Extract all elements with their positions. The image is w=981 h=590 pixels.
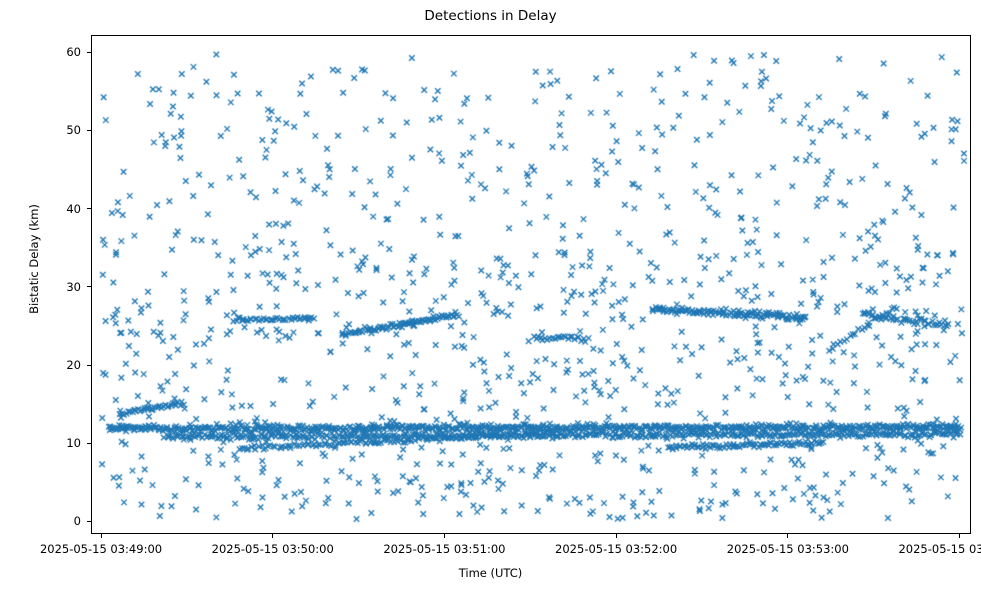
x-tick-label: 2025-05-15 03:54:00 <box>898 542 981 556</box>
y-tick-label: 30 <box>66 279 81 294</box>
x-tick-mark <box>959 534 961 538</box>
x-tick-label: 2025-05-15 03:51:00 <box>383 542 506 556</box>
scatter-series-detections <box>92 36 970 533</box>
x-tick-label: 2025-05-15 03:52:00 <box>555 542 678 556</box>
x-tick-mark <box>443 534 446 538</box>
y-tick-label: 0 <box>73 514 81 529</box>
x-tick-label: 2025-05-15 03:49:00 <box>39 542 163 556</box>
y-tick-label: 10 <box>66 436 81 451</box>
plot-area <box>91 35 971 534</box>
x-tick-mark <box>100 534 102 538</box>
chart-title: Detections in Delay <box>424 8 557 24</box>
x-tick-label: 2025-05-15 03:50:00 <box>211 542 334 556</box>
x-tick-mark <box>272 534 274 538</box>
x-tick-label: 2025-05-15 03:53:00 <box>726 542 849 556</box>
x-axis-label: Time (UTC) <box>458 566 523 580</box>
x-tick-mark <box>787 534 789 538</box>
y-axis-label: Bistatic Delay (km) <box>27 204 41 314</box>
y-tick-label: 40 <box>66 201 81 216</box>
y-tick-label: 60 <box>66 45 81 60</box>
y-tick-label: 20 <box>66 358 81 373</box>
x-tick-mark <box>615 534 617 538</box>
y-tick-label: 50 <box>66 123 81 138</box>
